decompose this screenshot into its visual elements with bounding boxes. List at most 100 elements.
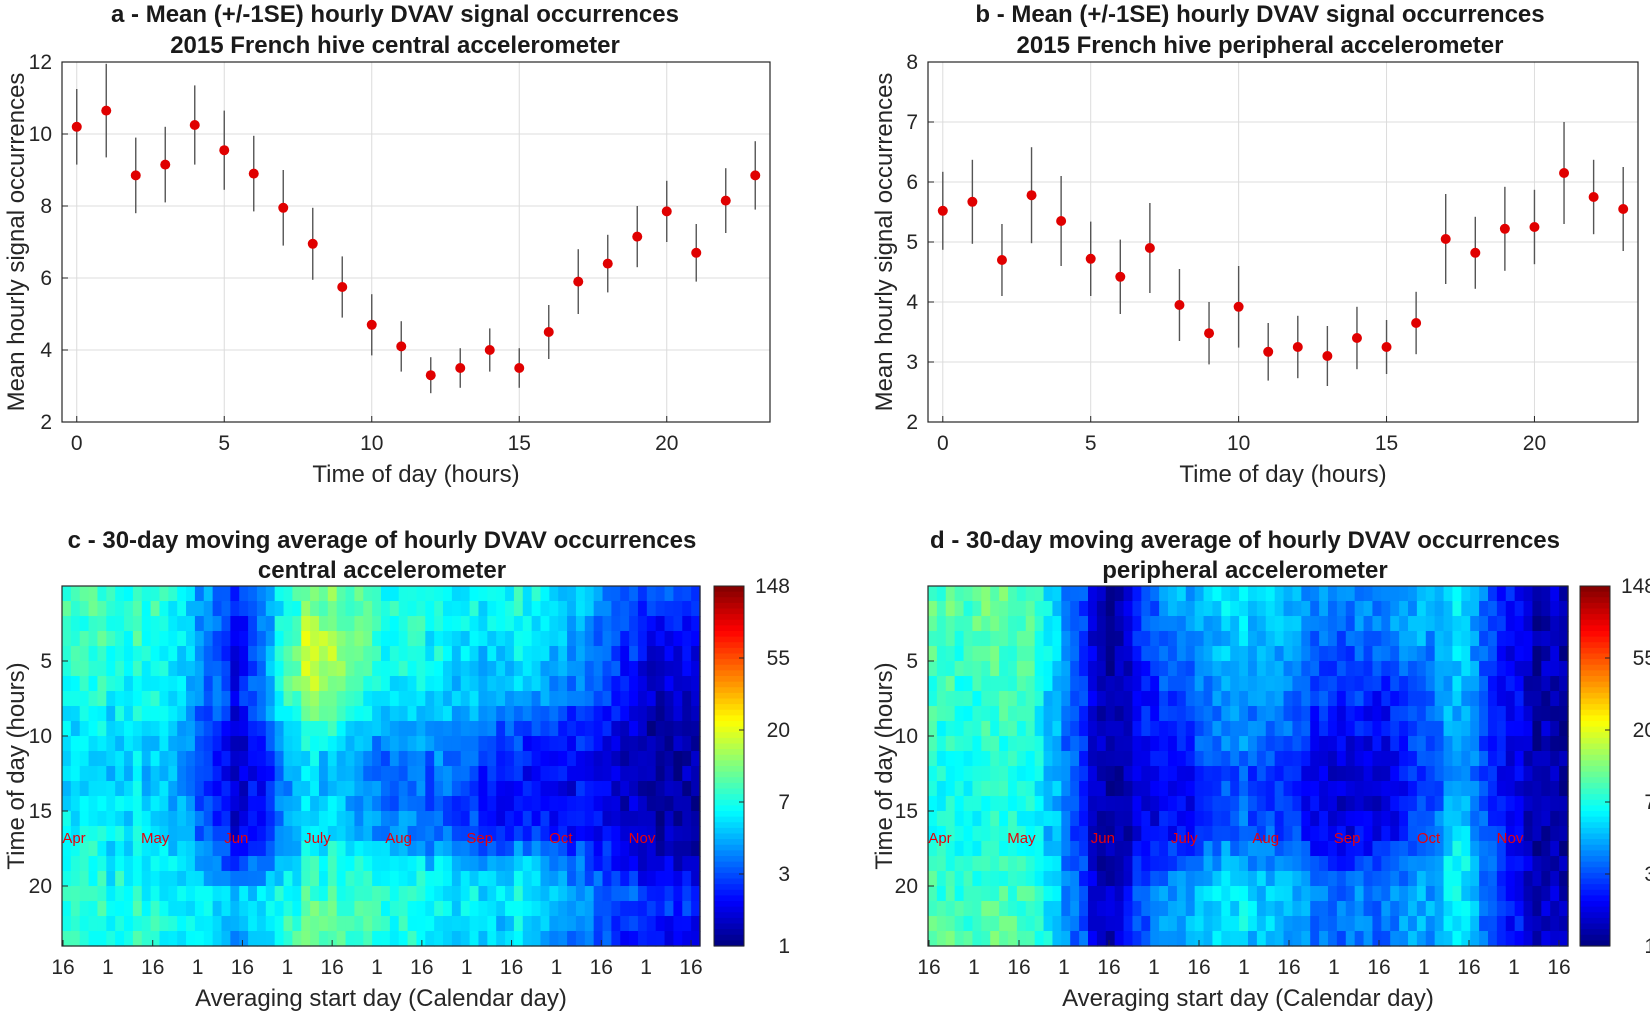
d-heatmap-cell <box>990 646 1000 662</box>
d-heatmap-cell <box>1345 856 1356 872</box>
c-heatmap-cell <box>301 901 311 917</box>
d-heatmap-cell <box>1008 856 1018 872</box>
d-heatmap-cell <box>1328 751 1338 767</box>
c-heatmap-cell <box>292 721 302 737</box>
d-heatmap-cell <box>1496 691 1507 707</box>
d-heatmap-cell <box>1248 886 1258 902</box>
c-heatmap-cell <box>646 721 657 737</box>
d-heatmap-cell <box>1532 586 1542 602</box>
c-heatmap-cell <box>611 871 621 887</box>
a-ytick-label: 6 <box>40 267 52 290</box>
c-heatmap-cell <box>292 586 302 602</box>
d-heatmap-cell <box>999 736 1009 752</box>
c-heatmap-cell <box>655 916 666 932</box>
c-heatmap-cell <box>212 676 223 692</box>
c-heatmap-cell <box>336 616 347 632</box>
c-heatmap-cell <box>646 811 657 827</box>
c-heatmap-cell <box>549 871 559 887</box>
d-heatmap-cell <box>1203 766 1214 782</box>
c-heatmap-cell <box>425 661 435 677</box>
c-heatmap-cell <box>274 766 285 782</box>
c-heatmap-cell <box>469 736 480 752</box>
d-heatmap-cell <box>1514 766 1525 782</box>
c-heatmap-cell <box>372 601 382 617</box>
c-heatmap-cell <box>141 721 152 737</box>
c-heatmap-cell <box>265 751 276 767</box>
d-heatmap-cell <box>1025 871 1036 887</box>
d-heatmap-cell <box>1408 931 1418 947</box>
d-heatmap-cell <box>1488 871 1498 887</box>
d-heatmap-cell <box>1488 706 1498 722</box>
c-heatmap-cell <box>505 796 515 812</box>
a-ytick-label: 2 <box>40 411 52 434</box>
d-heatmap-cell <box>1461 661 1471 677</box>
d-colorbar-segment <box>1580 844 1610 851</box>
d-heatmap-cell <box>1381 631 1391 647</box>
d-heatmap-cell <box>1132 601 1142 617</box>
d-heatmap-cell <box>1390 751 1400 767</box>
c-heatmap-cell <box>434 661 444 677</box>
d-heatmap-cell <box>1381 616 1391 632</box>
d-colorbar-segment <box>1580 586 1610 593</box>
c-heatmap-cell <box>203 886 214 902</box>
d-heatmap-cell <box>1381 766 1391 782</box>
d-heatmap-cell <box>1496 916 1507 932</box>
c-heatmap-cell <box>283 676 293 692</box>
d-heatmap-cell <box>928 586 938 602</box>
c-heatmap-cell <box>646 916 657 932</box>
d-heatmap-cell <box>1159 631 1169 647</box>
c-heatmap-cell <box>327 601 338 617</box>
c-heatmap-cell <box>611 796 621 812</box>
d-xtick-label: 16 <box>1007 956 1030 979</box>
c-heatmap-cell <box>203 586 214 602</box>
c-heatmap-cell <box>70 796 81 812</box>
c-ytick-label: 10 <box>29 725 52 748</box>
b-data-point <box>1470 247 1481 258</box>
c-heatmap-cell <box>682 916 692 932</box>
d-heatmap-cell <box>1168 646 1178 662</box>
d-heatmap-cell <box>1052 841 1062 857</box>
c-heatmap-cell <box>345 841 356 857</box>
c-heatmap-cell <box>575 751 586 767</box>
d-heatmap-cell <box>1488 931 1498 947</box>
c-heatmap-cell <box>496 841 506 857</box>
d-heatmap-cell <box>1336 841 1347 857</box>
c-heatmap-cell <box>336 646 347 662</box>
d-heatmap-cell <box>1514 691 1525 707</box>
c-heatmap-cell <box>212 706 223 722</box>
c-heatmap-cell <box>478 706 488 722</box>
c-heatmap-cell <box>460 796 471 812</box>
d-heatmap-cell <box>1132 811 1142 827</box>
d-heatmap-cell <box>1025 811 1036 827</box>
d-heatmap-cell <box>1221 931 1231 947</box>
c-heatmap-cell <box>629 916 639 932</box>
d-heatmap-cell <box>1123 676 1134 692</box>
d-heatmap-cell <box>945 721 956 737</box>
d-heatmap-cell <box>1168 706 1178 722</box>
c-heatmap-cell <box>664 721 675 737</box>
d-heatmap-cell <box>936 706 947 722</box>
c-heatmap-cell <box>132 691 143 707</box>
c-heatmap-cell <box>301 781 311 797</box>
c-heatmap-cell <box>575 616 586 632</box>
d-heatmap-cell <box>945 586 956 602</box>
c-heatmap-cell <box>159 601 169 617</box>
c-heatmap-cell <box>646 691 657 707</box>
d-heatmap-cell <box>1034 766 1045 782</box>
d-heatmap-cell <box>999 631 1009 647</box>
d-heatmap-cell <box>1328 901 1338 917</box>
d-heatmap-cell <box>990 736 1000 752</box>
c-heatmap-cell <box>70 871 81 887</box>
c-colorbar-segment <box>714 799 744 806</box>
c-heatmap-cell <box>106 706 116 722</box>
d-heatmap-cell <box>1265 766 1276 782</box>
d-heatmap-cell <box>1043 706 1054 722</box>
c-heatmap-cell <box>327 586 338 602</box>
d-heatmap-cell <box>1088 796 1098 812</box>
c-heatmap-cell <box>655 856 666 872</box>
d-heatmap-cell <box>1488 811 1498 827</box>
c-heatmap-cell <box>602 751 612 767</box>
c-heatmap-cell <box>141 841 152 857</box>
d-heatmap-cell <box>1114 661 1125 677</box>
d-heatmap-cell <box>1532 766 1542 782</box>
